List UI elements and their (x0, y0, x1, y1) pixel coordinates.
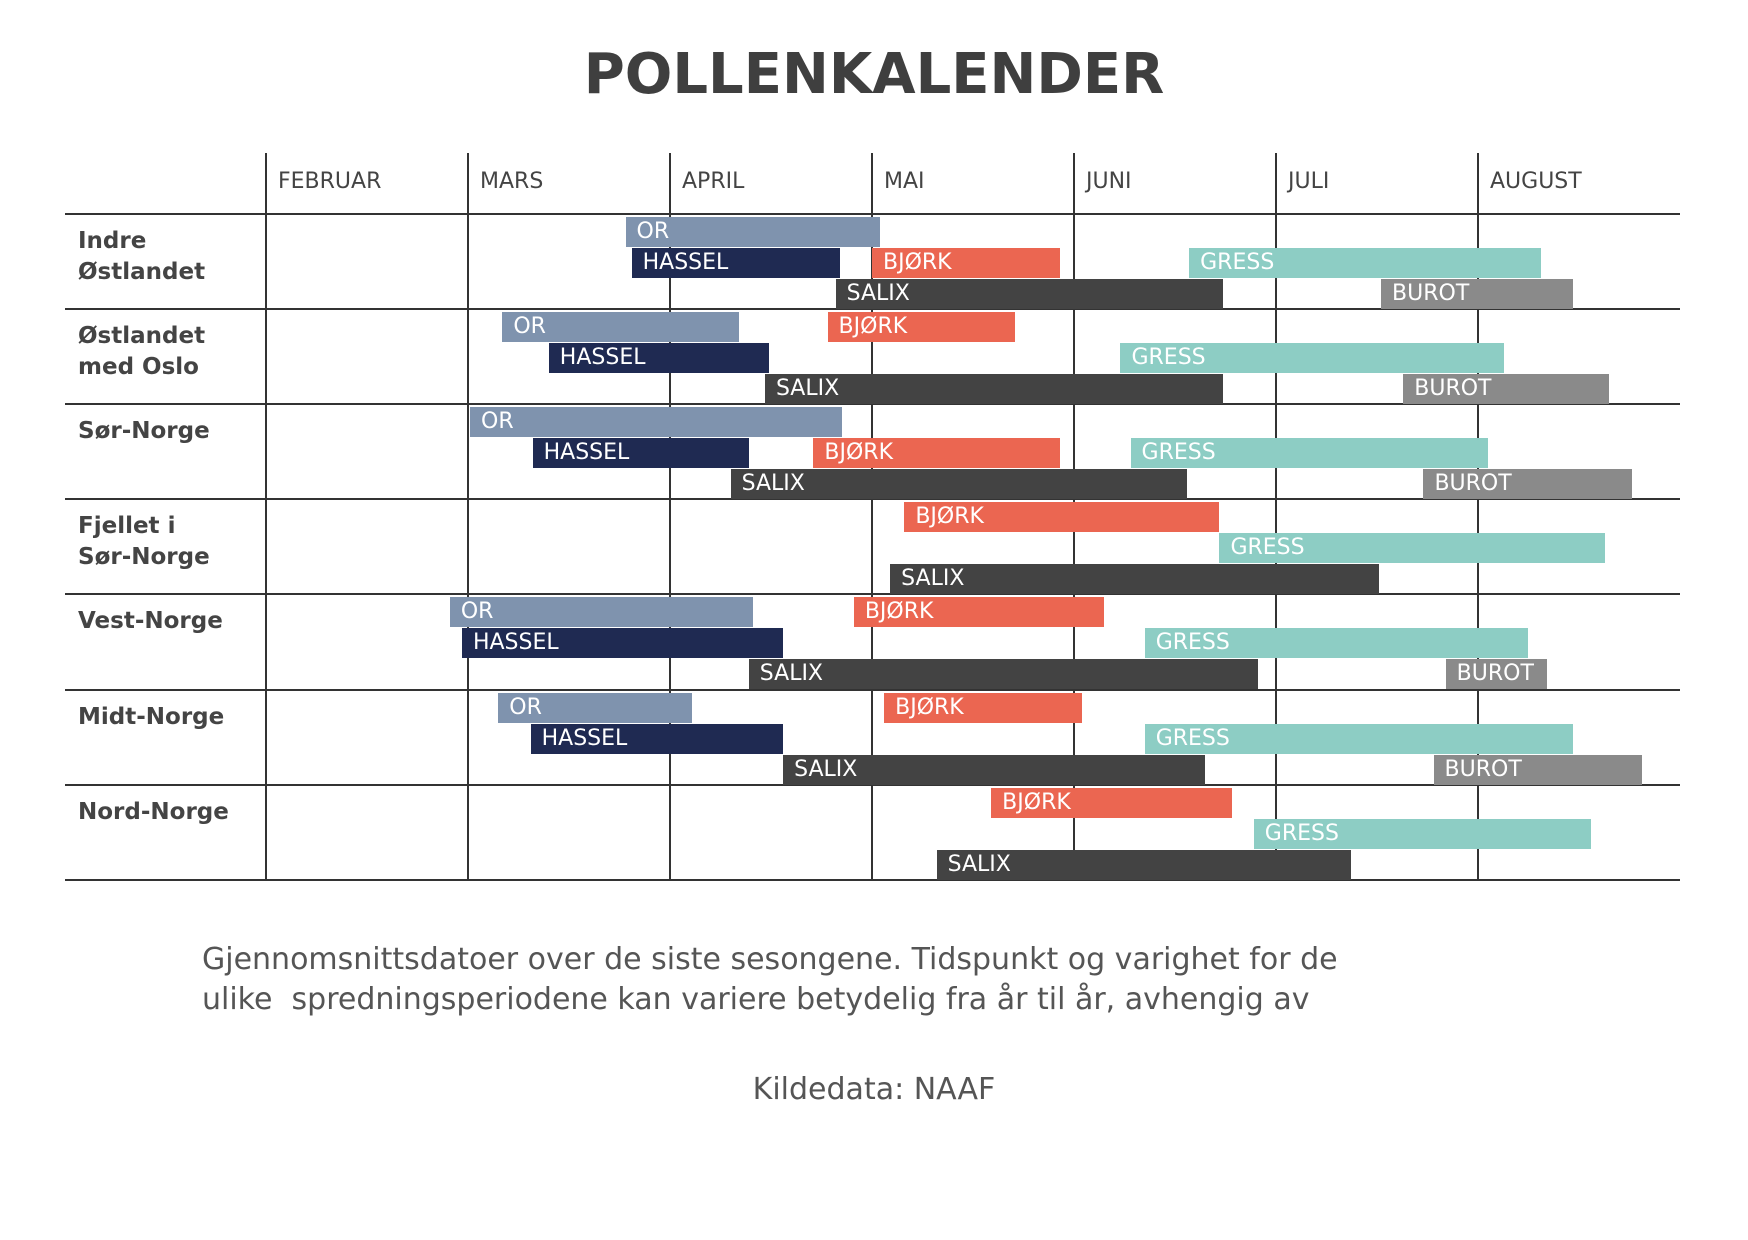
bar: BJØRK (991, 787, 1232, 818)
bar: HASSEL (532, 438, 749, 469)
bar: BJØRK (904, 502, 1220, 533)
bar: GRESS (1253, 818, 1592, 849)
bar: BUROT (1403, 374, 1610, 405)
grid-line (265, 153, 267, 880)
bar: BJØRK (884, 692, 1083, 723)
bar: HASSEL (461, 628, 784, 659)
grid-line (467, 153, 469, 880)
bar: OR (449, 597, 753, 628)
bar: HASSEL (548, 343, 769, 374)
bar: BJØRK (813, 438, 1060, 469)
bar: GRESS (1130, 438, 1489, 469)
row-label: Fjellet i Sør-Norge (78, 513, 210, 571)
grid-line (669, 153, 671, 880)
bar: GRESS (1219, 533, 1606, 564)
bar: BUROT (1445, 659, 1547, 690)
bar: BJØRK (827, 312, 1016, 343)
bar: GRESS (1144, 723, 1573, 754)
bar: GRESS (1144, 628, 1529, 659)
bar: BUROT (1433, 754, 1642, 785)
bar: OR (470, 407, 842, 438)
bar: SALIX (835, 279, 1224, 309)
grid-line (871, 153, 873, 880)
bar: SALIX (730, 469, 1188, 500)
bar: BUROT (1423, 469, 1632, 500)
footnote: Gjennomsnittsdatoer over de siste sesong… (202, 942, 1338, 1017)
bar: GRESS (1120, 343, 1505, 374)
bar: BJØRK (872, 248, 1060, 278)
bar: SALIX (936, 849, 1351, 880)
bar: GRESS (1189, 248, 1541, 278)
bar: BJØRK (853, 597, 1105, 628)
x-tick-label: APRIL (682, 169, 745, 194)
bar: SALIX (890, 564, 1379, 595)
bar: OR (502, 312, 739, 343)
chart-title: POLLENKALENDER (583, 42, 1165, 107)
x-tick-label: MARS (480, 169, 544, 194)
source: Kildedata: NAAF (752, 1072, 996, 1107)
bar: SALIX (748, 659, 1258, 690)
row-label: Sør-Norge (78, 418, 210, 445)
row-label: Indre Østlandet (78, 228, 206, 285)
row-label: Midt-Norge (78, 703, 225, 730)
row-label: Østlandet med Oslo (78, 323, 206, 381)
grid-line (1275, 153, 1277, 880)
row-label: Vest-Norge (78, 608, 223, 635)
x-tick-label: JUNI (1086, 169, 1132, 194)
x-tick-label: MAI (884, 169, 925, 194)
bar: BUROT (1381, 279, 1573, 309)
bar: SALIX (783, 754, 1206, 785)
bar: SALIX (764, 374, 1224, 405)
bar: OR (498, 692, 693, 723)
row-label: Nord-Norge (78, 798, 229, 825)
x-tick-label: JULI (1288, 169, 1330, 194)
x-tick-label: FEBRUAR (278, 169, 382, 194)
row-line (65, 878, 1680, 881)
bar: HASSEL (530, 723, 784, 754)
bar: OR (625, 217, 881, 247)
bar: HASSEL (631, 248, 840, 278)
grid-line (1477, 153, 1479, 880)
x-tick-label: AUGUST (1490, 169, 1582, 194)
